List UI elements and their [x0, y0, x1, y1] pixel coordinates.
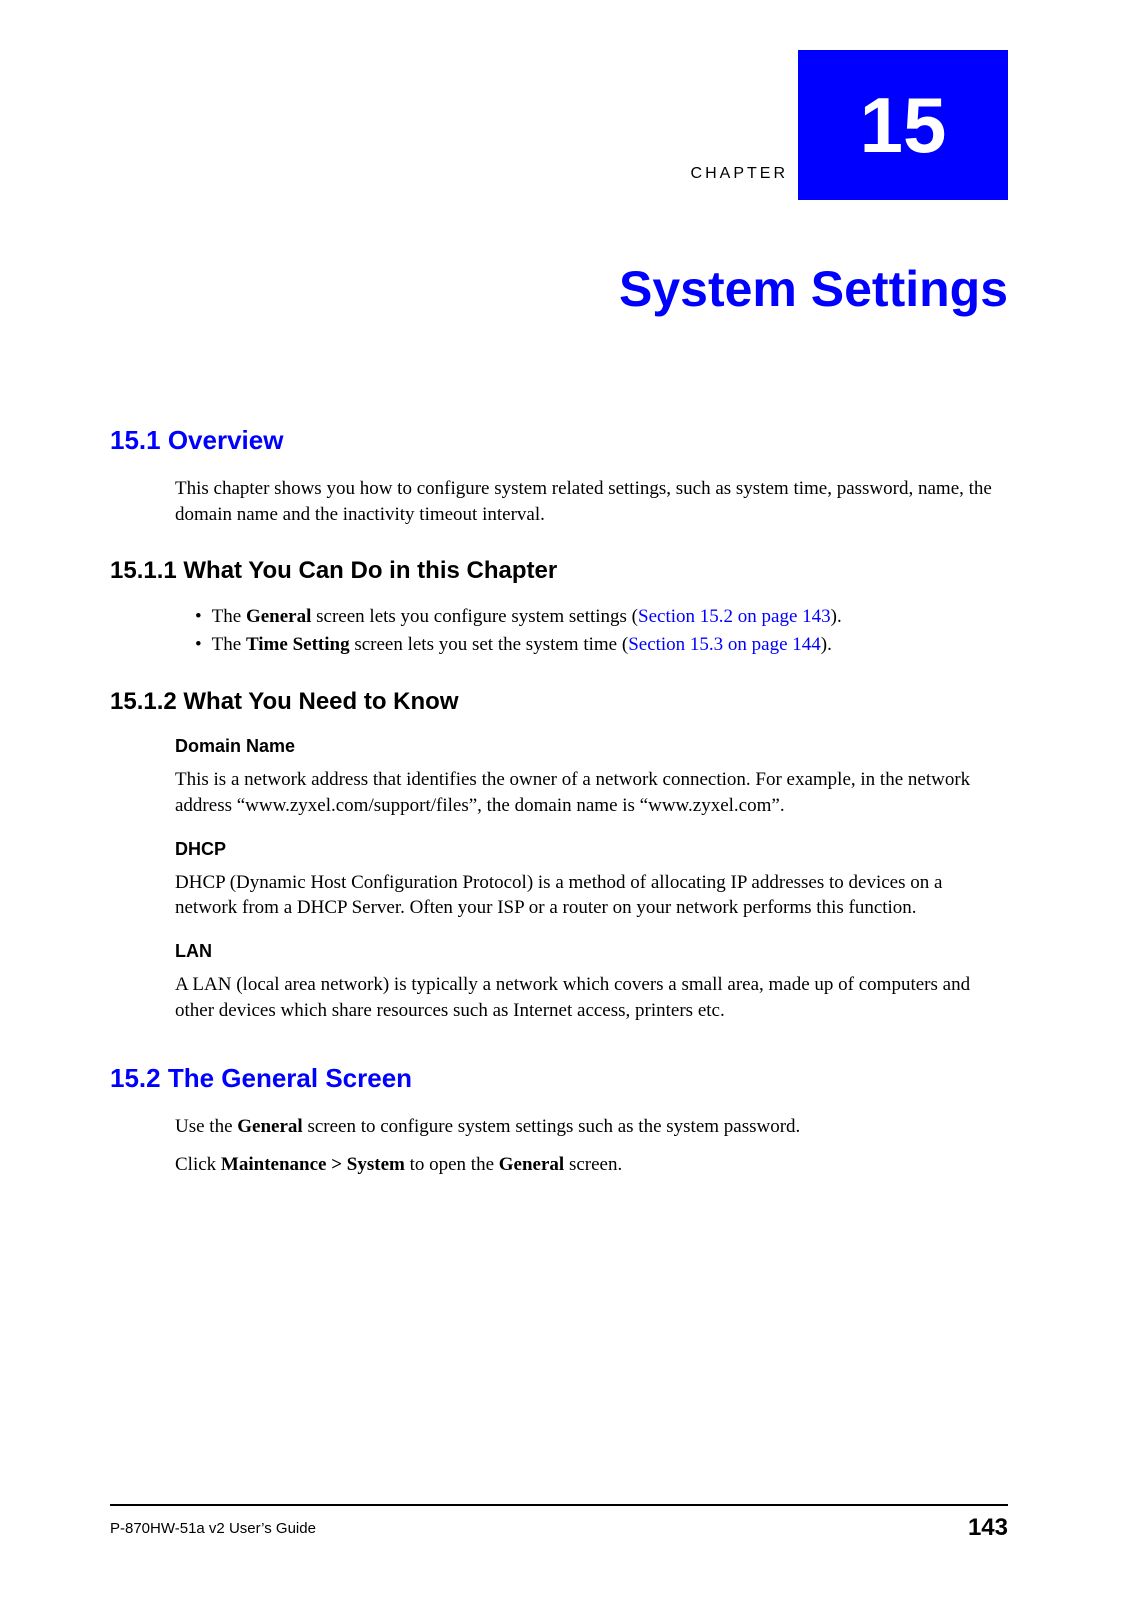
section-body-15-1: This chapter shows you how to configure …	[175, 476, 1008, 527]
bullet-pre: The	[212, 606, 246, 627]
section-body-15-2-p1: Use the General screen to configure syst…	[175, 1114, 1008, 1140]
section-heading-15-1: 15.1 Overview	[110, 425, 1008, 456]
term-desc-domain-name: This is a network address that identifie…	[175, 767, 1008, 818]
term-heading-dhcp: DHCP	[175, 839, 1008, 860]
cross-ref-link[interactable]: Section 15.2 on page 143	[638, 606, 831, 627]
section-heading-15-1-2: 15.1.2 What You Need to Know	[110, 688, 1008, 716]
p2-bold2: General	[499, 1154, 564, 1175]
p1-post: screen to configure system settings such…	[303, 1116, 801, 1137]
section-heading-15-1-1: 15.1.1 What You Can Do in this Chapter	[110, 557, 1008, 585]
p2-mid: to open the	[405, 1154, 499, 1175]
chapter-title: System Settings	[619, 260, 1008, 318]
footer-page-number: 143	[968, 1514, 1008, 1542]
bullet-icon: •	[195, 603, 202, 631]
list-item: • The Time Setting screen lets you set t…	[195, 631, 1008, 659]
chapter-number-box: 15	[798, 50, 1008, 200]
list-item: • The General screen lets you configure …	[195, 603, 1008, 631]
bullet-mid: screen lets you configure system setting…	[311, 606, 638, 627]
bullet-icon: •	[195, 631, 202, 659]
bullet-bold: Time Setting	[246, 634, 350, 655]
section-body-15-2-p2: Click Maintenance > System to open the G…	[175, 1152, 1008, 1178]
p1-bold: General	[237, 1116, 302, 1137]
document-page: CHAPTER 15 System Settings 15.1 Overview…	[0, 0, 1128, 1597]
bullet-text: The Time Setting screen lets you set the…	[212, 631, 832, 659]
p2-bold1: Maintenance > System	[221, 1154, 405, 1175]
term-desc-dhcp: DHCP (Dynamic Host Configuration Protoco…	[175, 870, 1008, 921]
bullet-mid: screen lets you set the system time (	[350, 634, 629, 655]
chapter-label: CHAPTER	[691, 165, 788, 183]
chapter-number: 15	[860, 80, 947, 171]
section-heading-15-2: 15.2 The General Screen	[110, 1063, 1008, 1094]
page-footer: P-870HW-51a v2 User’s Guide 143	[110, 1504, 1008, 1542]
term-desc-lan: A LAN (local area network) is typically …	[175, 972, 1008, 1023]
p2-pre: Click	[175, 1154, 221, 1175]
bullet-post: ).	[821, 634, 832, 655]
cross-ref-link[interactable]: Section 15.3 on page 144	[628, 634, 821, 655]
bullet-text: The General screen lets you configure sy…	[212, 603, 842, 631]
term-heading-lan: LAN	[175, 941, 1008, 962]
term-heading-domain-name: Domain Name	[175, 736, 1008, 757]
footer-guide-title: P-870HW-51a v2 User’s Guide	[110, 1520, 316, 1537]
bullet-bold: General	[246, 606, 311, 627]
p1-pre: Use the	[175, 1116, 237, 1137]
bullet-post: ).	[831, 606, 842, 627]
bullet-list-15-1-1: • The General screen lets you configure …	[195, 603, 1008, 658]
page-content: 15.1 Overview This chapter shows you how…	[110, 425, 1008, 1190]
p2-post: screen.	[564, 1154, 622, 1175]
bullet-pre: The	[212, 634, 246, 655]
